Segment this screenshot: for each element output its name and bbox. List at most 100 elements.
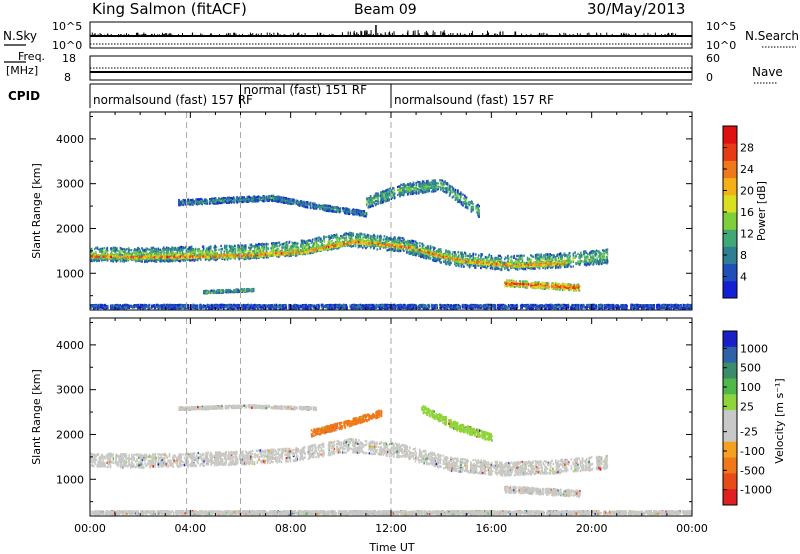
range-cell — [293, 248, 295, 251]
range-cell — [143, 260, 146, 264]
range-cell — [178, 259, 180, 262]
range-cell — [167, 248, 169, 251]
range-cell — [153, 252, 156, 256]
range-cell — [255, 245, 257, 248]
range-cell — [334, 241, 337, 244]
range-cell — [297, 248, 300, 251]
range-cell — [583, 259, 586, 262]
range-cell — [385, 245, 388, 248]
range-cell — [569, 258, 571, 261]
range-cell — [443, 260, 445, 263]
range-cell — [179, 249, 182, 252]
range-cell — [602, 249, 604, 252]
range-cell — [152, 250, 155, 253]
range-cell — [167, 250, 169, 253]
range-cell — [106, 248, 108, 251]
range-cell — [267, 246, 270, 249]
range-cell — [572, 258, 575, 261]
range-cell — [468, 253, 471, 257]
range-cell — [585, 261, 588, 265]
range-cell — [286, 246, 288, 249]
range-cell — [326, 249, 329, 252]
range-cell — [300, 243, 302, 246]
range-cell — [359, 244, 362, 248]
range-cell — [421, 247, 424, 250]
range-cell — [311, 240, 314, 243]
range-cell — [557, 265, 559, 268]
range-cell — [486, 256, 489, 259]
range-cell — [448, 260, 450, 263]
range-cell — [104, 251, 107, 254]
range-cell — [210, 253, 212, 257]
range-cell — [96, 247, 99, 250]
range-cell — [558, 265, 561, 268]
range-cell — [540, 253, 542, 256]
range-cell — [223, 244, 226, 247]
range-cell — [467, 254, 470, 258]
range-cell — [305, 243, 308, 247]
range-cell — [382, 246, 385, 249]
range-cell — [575, 254, 577, 257]
range-cell — [122, 258, 125, 261]
range-cell — [191, 259, 193, 262]
range-cell — [200, 251, 202, 255]
range-cell — [411, 241, 413, 244]
range-cell — [172, 252, 175, 255]
range-cell — [490, 265, 493, 268]
range-cell — [321, 239, 323, 242]
range-cell — [161, 250, 164, 253]
range-cell — [578, 263, 581, 266]
range-cell — [596, 257, 598, 260]
range-cell — [147, 253, 150, 256]
range-cell — [207, 247, 210, 251]
range-cell — [360, 232, 362, 235]
range-cell — [578, 256, 580, 259]
range-cell — [393, 247, 395, 250]
range-cell — [118, 251, 121, 255]
range-cell — [147, 248, 150, 251]
range-cell — [560, 257, 562, 260]
range-cell — [515, 257, 517, 260]
range-cell — [452, 251, 454, 254]
freq-tick-bottom: 8 — [64, 71, 71, 84]
range-cell — [603, 252, 606, 255]
range-cell — [592, 250, 594, 253]
range-cell — [506, 267, 509, 270]
range-cell — [484, 266, 487, 269]
range-cell — [201, 256, 204, 259]
range-cell — [504, 256, 507, 259]
range-cell — [461, 253, 463, 256]
range-cell — [239, 247, 242, 250]
range-cell — [214, 246, 217, 249]
range-cell — [118, 250, 121, 253]
range-cell — [436, 254, 439, 257]
range-cell — [483, 257, 485, 261]
range-cell — [528, 266, 531, 269]
range-cell — [574, 256, 576, 260]
range-cell — [123, 252, 126, 255]
range-cell — [343, 237, 346, 240]
range-cell — [154, 250, 156, 253]
range-cell — [503, 258, 506, 261]
range-cell — [542, 266, 544, 269]
range-cell — [548, 265, 550, 268]
range-cell — [99, 254, 101, 257]
range-cell — [544, 255, 547, 259]
nave-tick-bottom: 0 — [706, 71, 713, 84]
range-cell — [121, 250, 124, 253]
range-cell — [350, 232, 353, 235]
range-cell — [435, 250, 438, 253]
range-cell — [141, 254, 144, 257]
range-cell — [285, 243, 288, 247]
range-cell — [202, 251, 205, 254]
range-cell — [472, 264, 475, 267]
range-cell — [457, 251, 460, 254]
range-cell — [334, 235, 337, 239]
range-cell — [427, 245, 429, 248]
range-cell — [176, 246, 179, 250]
range-cell — [363, 244, 366, 247]
range-cell — [601, 255, 604, 258]
range-cell — [548, 262, 551, 265]
range-cell — [267, 256, 269, 259]
range-cell — [100, 256, 102, 260]
